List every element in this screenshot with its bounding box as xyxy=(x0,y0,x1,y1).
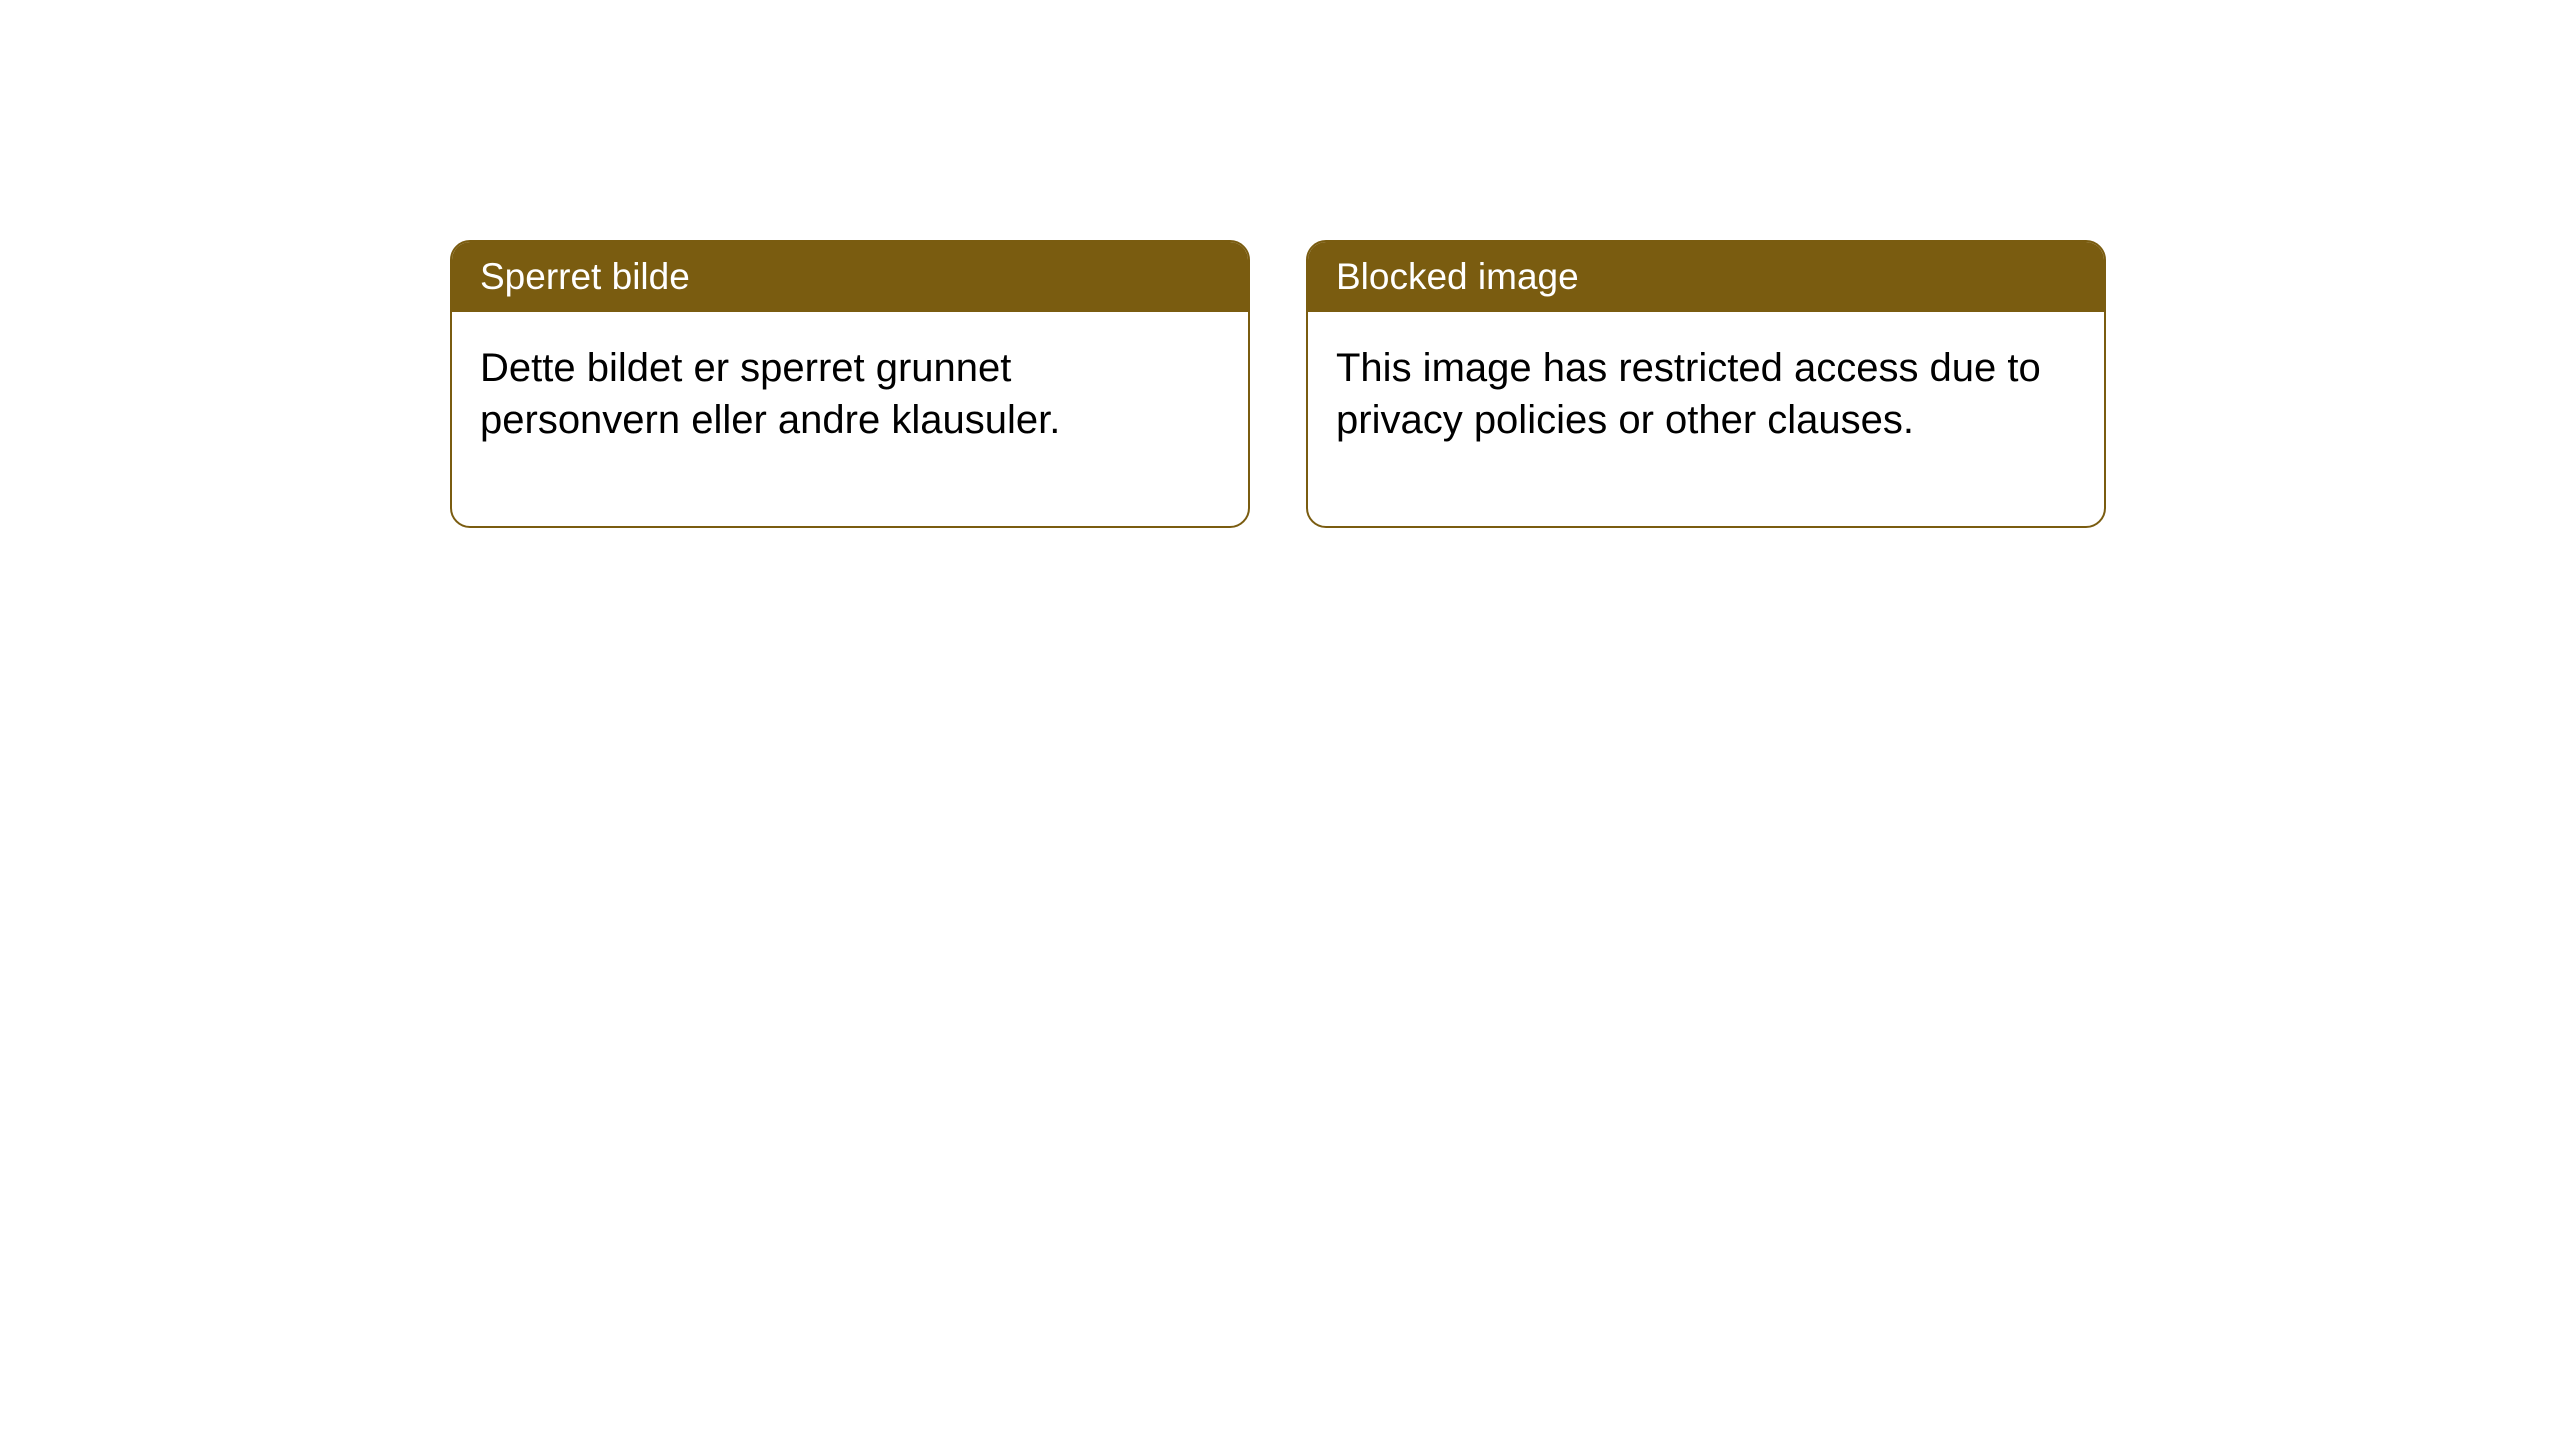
notice-card-norwegian: Sperret bilde Dette bildet er sperret gr… xyxy=(450,240,1250,528)
notice-cards-container: Sperret bilde Dette bildet er sperret gr… xyxy=(0,0,2560,528)
card-message: This image has restricted access due to … xyxy=(1336,346,2041,442)
card-title: Sperret bilde xyxy=(480,256,690,297)
card-header-norwegian: Sperret bilde xyxy=(452,242,1248,312)
card-message: Dette bildet er sperret grunnet personve… xyxy=(480,346,1060,442)
card-header-english: Blocked image xyxy=(1308,242,2104,312)
card-title: Blocked image xyxy=(1336,256,1579,297)
card-body-norwegian: Dette bildet er sperret grunnet personve… xyxy=(452,312,1248,526)
card-body-english: This image has restricted access due to … xyxy=(1308,312,2104,526)
notice-card-english: Blocked image This image has restricted … xyxy=(1306,240,2106,528)
